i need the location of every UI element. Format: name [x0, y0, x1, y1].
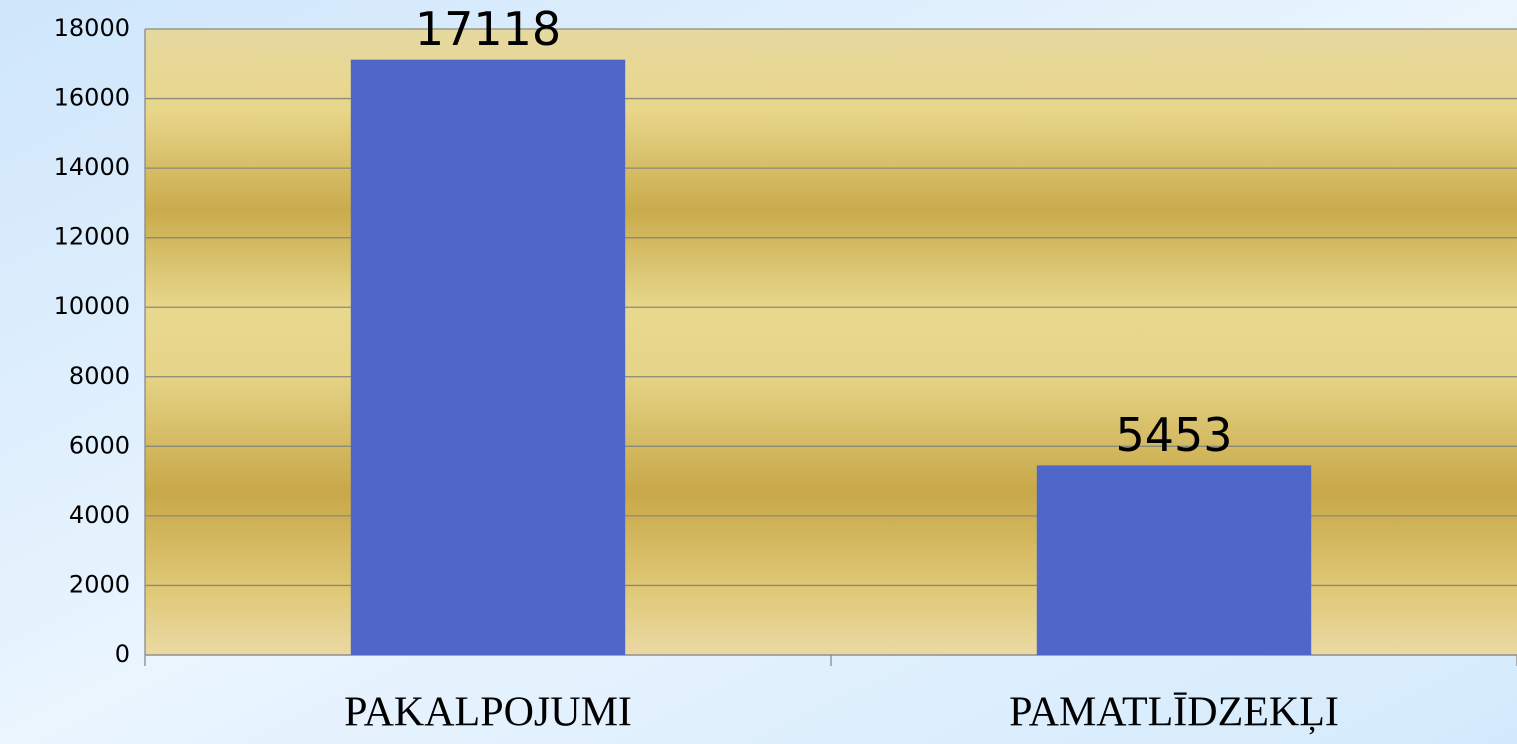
y-tick-label: 8000 — [69, 362, 130, 390]
x-tick-label: PAKALPOJUMI — [344, 690, 632, 736]
data-label: 5453 — [1115, 408, 1232, 462]
data-label: 17118 — [415, 2, 561, 56]
y-tick-label: 2000 — [69, 570, 130, 598]
y-tick-label: 16000 — [54, 84, 130, 112]
bar — [350, 59, 626, 655]
bar — [1036, 465, 1312, 655]
y-tick-label: 18000 — [54, 14, 130, 42]
y-tick-label: 12000 — [54, 223, 130, 251]
y-tick-label: 14000 — [54, 153, 130, 181]
y-tick-label: 6000 — [69, 431, 130, 459]
y-tick-label: 10000 — [54, 292, 130, 320]
x-tick-label: PAMATLĪDZEKĻI — [1009, 690, 1339, 736]
y-tick-label: 4000 — [69, 501, 130, 529]
y-tick-label: 0 — [115, 640, 130, 668]
